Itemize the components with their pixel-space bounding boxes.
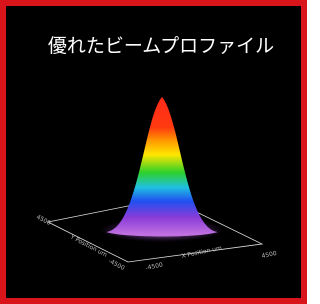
title: 優れたビームプロファイル xyxy=(48,35,274,57)
y-axis-label: Y Position um xyxy=(68,233,108,259)
y-tick-label: 4500 xyxy=(35,214,52,227)
x-axis-label: X Position um xyxy=(181,245,223,260)
beam-profile: 優れたビームプロファイル Y Position um X Position um… xyxy=(6,6,301,298)
beam-peak xyxy=(106,97,218,237)
x-tick-label: 4500 xyxy=(261,250,278,260)
x-tick-label: -4500 xyxy=(145,261,164,272)
